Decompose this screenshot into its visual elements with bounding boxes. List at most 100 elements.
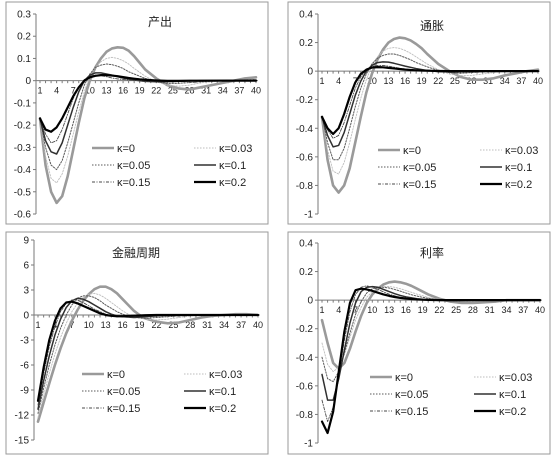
x-tick-label: 19: [418, 305, 428, 315]
series-line-5: [320, 66, 540, 136]
y-tick-label: 9: [23, 236, 29, 247]
chart-title: 利率: [420, 245, 444, 260]
series-line-0: [38, 46, 258, 205]
series-line-1: [37, 292, 259, 418]
y-tick-label: -1: [304, 210, 313, 221]
y-tick-label: -15: [15, 436, 30, 447]
legend-label-1: κ=0.03: [505, 145, 538, 157]
legend-label-3: κ=0.1: [219, 160, 246, 172]
x-tick-label: 7: [69, 320, 74, 330]
x-tick-label: 4: [52, 320, 57, 330]
y-tick-label: -0.2: [14, 121, 32, 132]
x-tick-label: 31: [485, 305, 495, 315]
x-tick-label: 16: [118, 320, 128, 330]
x-tick-label: 28: [185, 320, 195, 330]
panel-interest-rate: 0.4 0.2 0 -0.2 -0.4 -0.6 -0.8 -1 1 4 7 10 13 16 19 22 25…: [287, 231, 551, 455]
x-tick-label: 34: [218, 86, 228, 96]
x-tick-label: 1: [319, 305, 324, 315]
x-tick-label: 25: [168, 86, 178, 96]
y-tick-label: -6: [20, 361, 29, 372]
y-tick-label: -0.2: [296, 324, 314, 335]
y-tick-label: 0.4: [299, 10, 313, 21]
x-tick-label: 22: [151, 86, 161, 96]
y-tick-label: -0.4: [296, 353, 314, 364]
y-tick-label: 0: [23, 311, 29, 322]
x-tick-label: 25: [451, 305, 461, 315]
legend-label-0: κ=0: [403, 145, 421, 157]
series-line-2: [37, 295, 259, 414]
y-tick-label: 0.4: [299, 239, 313, 250]
x-tick-label: 4: [54, 86, 59, 96]
x-tick-label: 19: [135, 320, 145, 330]
x-tick-label: 25: [450, 76, 460, 86]
y-tick-label: 6: [23, 261, 29, 272]
legend-label-2: κ=0.05: [117, 160, 150, 172]
y-tick-label: -0.4: [296, 124, 314, 135]
legend-label-5: κ=0.2: [499, 406, 526, 418]
x-tick-label: 19: [135, 86, 145, 96]
series-line-1: [321, 47, 539, 175]
x-tick-label: 1: [37, 86, 42, 96]
x-tick-label: 16: [118, 86, 128, 96]
x-tick-label: 22: [151, 320, 161, 330]
legend-label-5: κ=0.2: [209, 403, 236, 415]
y-tick-label: -0.4: [14, 165, 32, 176]
series-line-1: [39, 56, 257, 184]
x-tick-label: 4: [336, 76, 341, 86]
legend-label-0: κ=0: [107, 369, 125, 381]
x-tick-label: 31: [201, 86, 211, 96]
x-tick-label: 25: [168, 320, 178, 330]
x-tick-label: 37: [518, 305, 528, 315]
y-tick-label: -12: [15, 411, 30, 422]
y-tick-label: -3: [20, 336, 29, 347]
y-tick-label: 0.2: [299, 38, 313, 49]
y-tick-label: -0.6: [14, 210, 32, 221]
y-tick-label: -0.3: [14, 143, 32, 154]
x-tick-label: 40: [251, 86, 261, 96]
legend-label-4: κ=0.15: [107, 403, 140, 415]
legend-label-1: κ=0.03: [209, 369, 242, 381]
y-tick-label: 3: [23, 286, 29, 297]
x-tick-label: 1: [319, 76, 324, 86]
x-tick-label: 1: [35, 320, 40, 330]
y-tick-label: 0.1: [17, 54, 31, 65]
y-tick-label: -0.2: [296, 95, 314, 106]
y-tick-label: -0.8: [296, 181, 314, 192]
x-tick-label: 10: [367, 76, 377, 86]
y-tick-label: -9: [20, 386, 29, 397]
legend-label-1: κ=0.03: [499, 372, 532, 384]
x-tick-label: 34: [501, 305, 511, 315]
series-line-5: [36, 300, 260, 402]
x-tick-label: 7: [353, 305, 358, 315]
panel-frame: [287, 1, 551, 225]
series-line-5: [320, 287, 542, 435]
legend-label-2: κ=0.05: [107, 386, 140, 398]
x-tick-label: 34: [219, 320, 229, 330]
chart-title: 通胀: [420, 19, 444, 33]
x-tick-label: 37: [516, 76, 526, 86]
legend-label-4: κ=0.15: [117, 177, 150, 189]
y-tick-label: -0.6: [296, 381, 314, 392]
chart-title: 金融周期: [112, 245, 160, 260]
x-tick-label: 16: [401, 305, 411, 315]
x-tick-label: 10: [85, 86, 95, 96]
legend-label-0: κ=0: [117, 143, 135, 155]
x-tick-label: 4: [336, 305, 341, 315]
y-tick-label: -0.5: [14, 187, 32, 198]
legend-label-5: κ=0.2: [505, 179, 532, 191]
x-tick-label: 10: [84, 320, 94, 330]
x-tick-label: 31: [483, 76, 493, 86]
y-tick-label: -1: [304, 439, 313, 450]
x-tick-label: 28: [468, 305, 478, 315]
y-tick-label: -0.8: [296, 410, 314, 421]
x-tick-label: 40: [535, 305, 545, 315]
x-tick-label: 37: [234, 86, 244, 96]
y-tick-label: 0: [25, 76, 31, 87]
legend-label-3: κ=0.1: [209, 386, 236, 398]
x-tick-label: 13: [101, 86, 111, 96]
x-tick-label: 13: [384, 305, 394, 315]
legend-label-3: κ=0.1: [499, 389, 526, 401]
legend-label-1: κ=0.03: [219, 143, 252, 155]
chart-title: 产出: [148, 15, 172, 29]
